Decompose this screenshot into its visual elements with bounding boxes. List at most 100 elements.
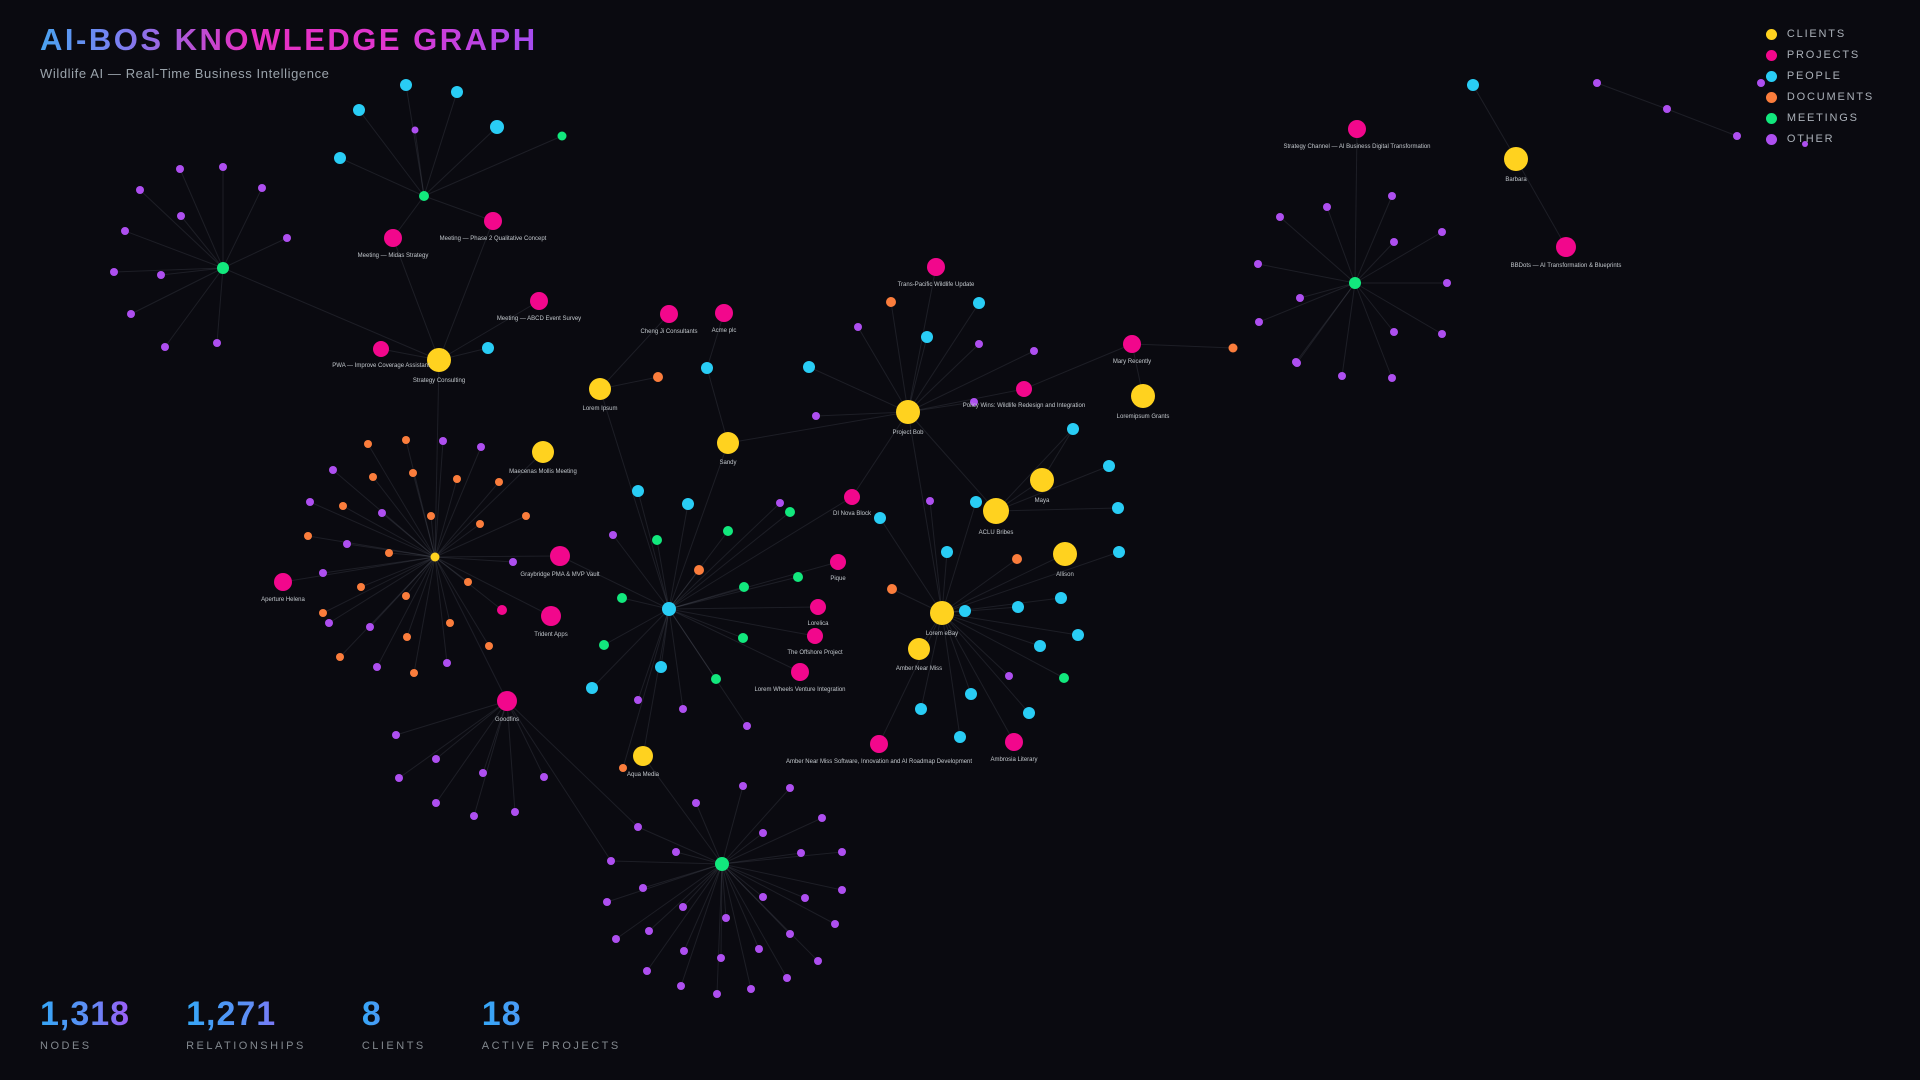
- graph-node[interactable]: [776, 499, 784, 507]
- graph-node[interactable]: [1255, 318, 1263, 326]
- graph-node[interactable]: [1338, 372, 1346, 380]
- graph-node[interactable]: [369, 473, 377, 481]
- graph-node[interactable]: [797, 849, 805, 857]
- graph-node[interactable]: [747, 985, 755, 993]
- graph-node[interactable]: [887, 584, 897, 594]
- graph-node[interactable]: [366, 623, 374, 631]
- graph-node[interactable]: [915, 703, 927, 715]
- graph-node[interactable]: [643, 967, 651, 975]
- graph-node[interactable]: [874, 512, 886, 524]
- graph-node[interactable]: [807, 628, 823, 644]
- graph-node[interactable]: [715, 304, 733, 322]
- graph-node[interactable]: [283, 234, 291, 242]
- graph-node[interactable]: [443, 659, 451, 667]
- graph-node[interactable]: [177, 212, 185, 220]
- graph-node[interactable]: [427, 348, 451, 372]
- graph-node[interactable]: [530, 292, 548, 310]
- graph-node[interactable]: [402, 436, 410, 444]
- graph-node[interactable]: [717, 432, 739, 454]
- graph-node[interactable]: [217, 262, 229, 274]
- graph-node[interactable]: [838, 848, 846, 856]
- graph-node[interactable]: [926, 497, 934, 505]
- graph-node[interactable]: [619, 764, 627, 772]
- graph-node[interactable]: [603, 898, 611, 906]
- graph-node[interactable]: [258, 184, 266, 192]
- graph-node[interactable]: [1055, 592, 1067, 604]
- graph-node[interactable]: [870, 735, 888, 753]
- graph-node[interactable]: [965, 688, 977, 700]
- legend-item-people[interactable]: PEOPLE: [1765, 70, 1874, 82]
- legend-item-documents[interactable]: DOCUMENTS: [1765, 91, 1874, 103]
- graph-node[interactable]: [378, 509, 386, 517]
- graph-node[interactable]: [633, 746, 653, 766]
- graph-node[interactable]: [357, 583, 365, 591]
- graph-node[interactable]: [1030, 347, 1038, 355]
- graph-node[interactable]: [509, 558, 517, 566]
- graph-node[interactable]: [1348, 120, 1366, 138]
- graph-node[interactable]: [975, 340, 983, 348]
- graph-node[interactable]: [1254, 260, 1262, 268]
- graph-node[interactable]: [1228, 343, 1238, 353]
- graph-node[interactable]: [1113, 546, 1125, 558]
- graph-node[interactable]: [336, 653, 344, 661]
- graph-node[interactable]: [451, 86, 463, 98]
- graph-node[interactable]: [1296, 294, 1304, 302]
- graph-node[interactable]: [908, 638, 930, 660]
- graph-node[interactable]: [477, 443, 485, 451]
- graph-node[interactable]: [157, 271, 165, 279]
- graph-node[interactable]: [176, 165, 184, 173]
- graph-node[interactable]: [427, 512, 435, 520]
- graph-node[interactable]: [886, 297, 896, 307]
- graph-node[interactable]: [617, 593, 627, 603]
- graph-node[interactable]: [713, 990, 721, 998]
- graph-node[interactable]: [522, 512, 530, 520]
- graph-node[interactable]: [1663, 105, 1671, 113]
- graph-node[interactable]: [743, 722, 751, 730]
- graph-node[interactable]: [755, 945, 763, 953]
- graph-node[interactable]: [343, 540, 351, 548]
- graph-node[interactable]: [599, 640, 609, 650]
- graph-node[interactable]: [432, 755, 440, 763]
- graph-node[interactable]: [557, 131, 567, 141]
- graph-node[interactable]: [1388, 192, 1396, 200]
- graph-node[interactable]: [409, 469, 417, 477]
- graph-node[interactable]: [1733, 132, 1741, 140]
- graph-node[interactable]: [329, 466, 337, 474]
- graph-node[interactable]: [759, 893, 767, 901]
- graph-node[interactable]: [385, 549, 393, 557]
- graph-node[interactable]: [1556, 237, 1576, 257]
- graph-node[interactable]: [497, 691, 517, 711]
- graph-node[interactable]: [655, 661, 667, 673]
- graph-node[interactable]: [1005, 672, 1013, 680]
- graph-node[interactable]: [364, 440, 372, 448]
- graph-node[interactable]: [831, 920, 839, 928]
- graph-node[interactable]: [609, 531, 617, 539]
- graph-node[interactable]: [470, 812, 478, 820]
- graph-node[interactable]: [497, 605, 507, 615]
- graph-node[interactable]: [680, 947, 688, 955]
- graph-node[interactable]: [682, 498, 694, 510]
- graph-node[interactable]: [1390, 328, 1398, 336]
- graph-node[interactable]: [1438, 228, 1446, 236]
- graph-node[interactable]: [759, 829, 767, 837]
- graph-node[interactable]: [1349, 277, 1361, 289]
- graph-node[interactable]: [213, 339, 221, 347]
- graph-node[interactable]: [739, 782, 747, 790]
- graph-node[interactable]: [970, 398, 978, 406]
- graph-node[interactable]: [838, 886, 846, 894]
- graph-node[interactable]: [1390, 238, 1398, 246]
- graph-node[interactable]: [127, 310, 135, 318]
- graph-node[interactable]: [1504, 147, 1528, 171]
- graph-node[interactable]: [973, 297, 985, 309]
- graph-node[interactable]: [1067, 423, 1079, 435]
- graph-node[interactable]: [419, 191, 429, 201]
- graph-node[interactable]: [1757, 79, 1765, 87]
- graph-node[interactable]: [959, 605, 971, 617]
- graph-node[interactable]: [511, 808, 519, 816]
- graph-node[interactable]: [339, 502, 347, 510]
- graph-node[interactable]: [639, 884, 647, 892]
- graph-node[interactable]: [672, 848, 680, 856]
- graph-node[interactable]: [717, 954, 725, 962]
- graph-node[interactable]: [941, 546, 953, 558]
- graph-node[interactable]: [814, 957, 822, 965]
